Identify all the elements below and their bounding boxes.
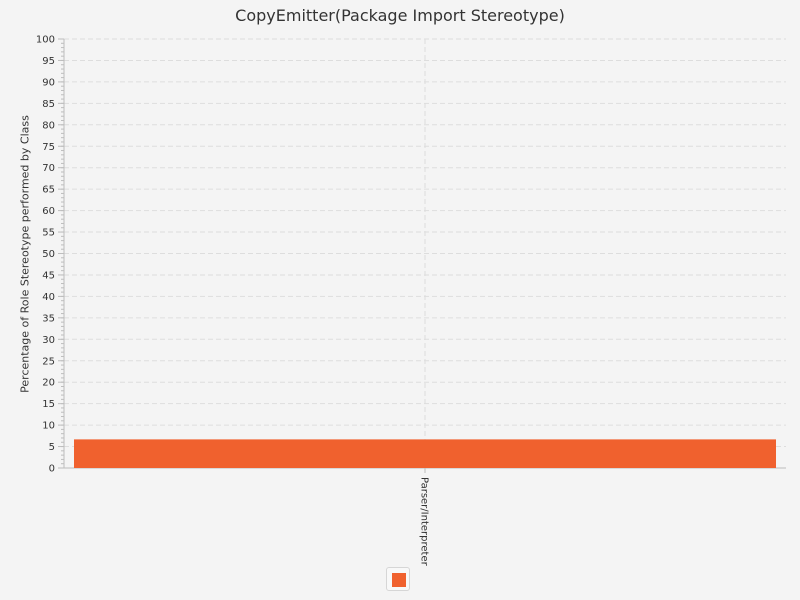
y-tick-label: 65 <box>42 185 55 196</box>
y-tick-label: 35 <box>42 313 55 324</box>
y-tick-label: 0 <box>49 464 55 475</box>
y-tick-label: 85 <box>42 99 55 110</box>
y-tick-label: 75 <box>42 142 55 153</box>
y-tick-label: 100 <box>36 35 55 46</box>
y-tick-label: 20 <box>42 378 55 389</box>
y-tick-label: 70 <box>42 163 55 174</box>
y-tick-label: 40 <box>42 292 55 303</box>
y-tick-label: 80 <box>42 120 55 131</box>
legend-swatch <box>392 573 406 587</box>
x-tick-label: Parser/Interpreter <box>419 477 430 567</box>
y-tick-label: 60 <box>42 206 55 217</box>
bar <box>74 439 776 468</box>
y-tick-label: 25 <box>42 356 55 367</box>
y-tick-label: 30 <box>42 335 55 346</box>
y-tick-label: 5 <box>49 442 55 453</box>
y-tick-label: 45 <box>42 270 55 281</box>
y-tick-label: 55 <box>42 228 55 239</box>
y-tick-label: 10 <box>42 421 55 432</box>
y-tick-label: 90 <box>42 77 55 88</box>
y-tick-label: 15 <box>42 399 55 410</box>
y-tick-label: 50 <box>42 249 55 260</box>
y-tick-label: 95 <box>42 56 55 67</box>
legend[interactable] <box>386 567 410 591</box>
chart-title: CopyEmitter(Package Import Stereotype) <box>235 6 565 25</box>
